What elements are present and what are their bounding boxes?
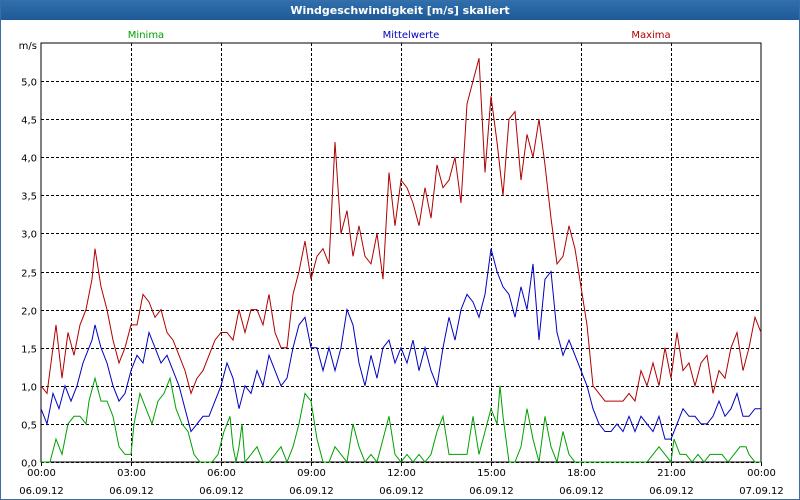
y-axis-unit: m/s xyxy=(19,41,37,52)
x-tick-time: 09:00 xyxy=(297,468,326,479)
y-tick-label: 5,0 xyxy=(21,78,37,89)
x-tick-time: 15:00 xyxy=(477,468,506,479)
x-tick-time: 03:00 xyxy=(117,468,146,479)
legend: Minima Mittelwerte Maxima xyxy=(128,30,671,41)
y-tick-label: 4,0 xyxy=(21,154,37,165)
series-line-maxima xyxy=(40,58,762,403)
series-line-minima xyxy=(41,376,761,464)
window-title: Windgeschwindigkeit [m/s] skaliert xyxy=(1,1,799,20)
legend-minima: Minima xyxy=(128,30,164,41)
y-tick-label: 3,5 xyxy=(21,192,37,203)
legend-maxima: Maxima xyxy=(631,30,670,41)
y-tick-label: 1,5 xyxy=(21,345,37,356)
y-tick-label: 1,0 xyxy=(21,383,37,394)
x-tick-time: 00:00 xyxy=(27,468,56,479)
y-tick-label: 3,0 xyxy=(21,230,37,241)
grid xyxy=(41,43,761,463)
y-tick-label: 0,0 xyxy=(21,459,37,470)
x-tick-date: 06.09.12 xyxy=(109,486,154,497)
x-tick-date: 06.09.12 xyxy=(19,486,64,497)
y-tick-label: 2,0 xyxy=(21,307,37,318)
x-tick-time: 18:00 xyxy=(567,468,596,479)
legend-mittelwerte: Mittelwerte xyxy=(383,30,440,41)
y-tick-label: 0,5 xyxy=(21,421,37,432)
x-tick-time: 21:00 xyxy=(657,468,686,479)
x-tick-date: 06.09.12 xyxy=(379,486,424,497)
x-tick-date: 06.09.12 xyxy=(559,486,604,497)
x-tick-date: 06.09.12 xyxy=(469,486,514,497)
x-tick-time: 12:00 xyxy=(387,468,416,479)
y-tick-label: 2,5 xyxy=(21,269,37,280)
wind-speed-chart: 0,0 0,5 1,0 1,5 2,0 2,5 3,0 3,5 4,0 4,5 5,0 m/s 00:0… xyxy=(19,30,784,497)
series-line-mittelwerte xyxy=(40,248,761,440)
x-tick-date: 07.09.12 xyxy=(739,486,784,497)
axes: 0,0 0,5 1,0 1,5 2,0 2,5 3,0 3,5 4,0 4,5 5,0 m/s 00:0… xyxy=(19,41,784,497)
series-lines xyxy=(40,58,762,464)
x-tick-time: 00:00 xyxy=(747,468,776,479)
x-tick-date: 06.09.12 xyxy=(649,486,694,497)
x-tick-date: 06.09.12 xyxy=(289,486,334,497)
x-tick-date: 06.09.12 xyxy=(199,486,244,497)
y-tick-label: 4,5 xyxy=(21,116,37,127)
x-tick-time: 06:00 xyxy=(207,468,236,479)
